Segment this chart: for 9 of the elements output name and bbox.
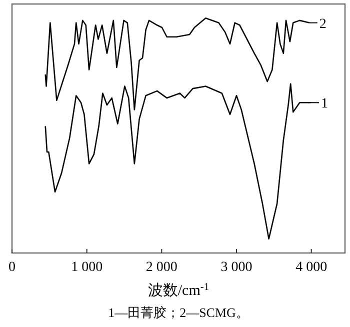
x-tick-label: 1 000 — [71, 260, 103, 275]
x-tick-label: 3 000 — [220, 260, 252, 275]
legend-label: 2 — [319, 16, 326, 32]
x-tick-label: 4 000 — [296, 260, 328, 275]
x-tick-label: 2 000 — [146, 260, 178, 275]
text: 1—田菁胶；2—SCMG。 — [108, 305, 249, 320]
legend-label: 1 — [321, 96, 328, 112]
x-tick-label: 0 — [8, 260, 16, 275]
x-axis-title: 波数/cm$^{-1}$ — [148, 282, 210, 299]
